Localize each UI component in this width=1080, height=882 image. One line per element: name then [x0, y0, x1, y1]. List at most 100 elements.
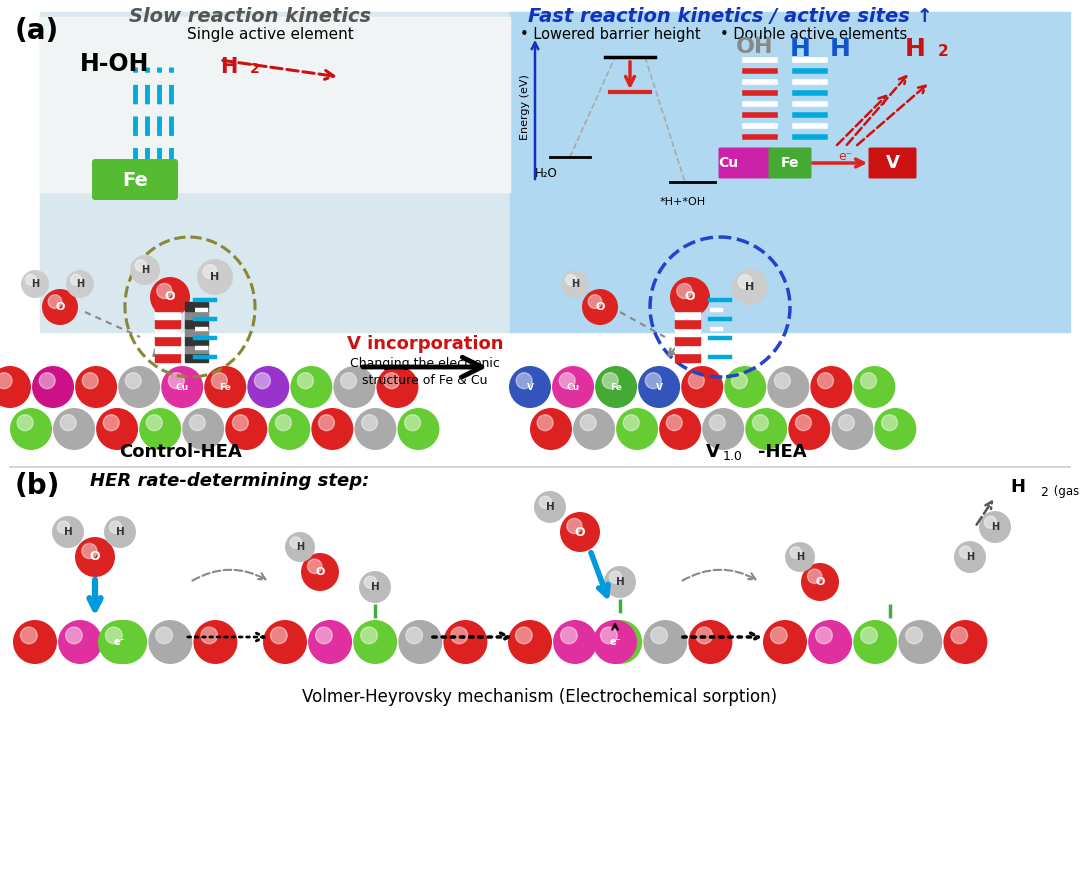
Circle shape: [82, 543, 97, 558]
Text: O: O: [164, 290, 175, 303]
Text: Fe: Fe: [781, 156, 799, 170]
Circle shape: [516, 373, 532, 389]
Circle shape: [285, 532, 315, 562]
Circle shape: [644, 620, 687, 664]
Circle shape: [774, 373, 791, 389]
Circle shape: [444, 620, 487, 664]
Circle shape: [589, 295, 602, 309]
Text: H-OH: H-OH: [80, 52, 149, 76]
Circle shape: [801, 563, 839, 601]
Circle shape: [377, 366, 418, 408]
Circle shape: [106, 627, 122, 644]
Bar: [185, 345, 208, 354]
Circle shape: [881, 415, 897, 430]
Circle shape: [76, 366, 117, 408]
Text: Energy (eV): Energy (eV): [519, 74, 530, 140]
Text: (a): (a): [15, 17, 59, 45]
Circle shape: [978, 511, 1011, 543]
Circle shape: [362, 415, 378, 430]
FancyBboxPatch shape: [718, 147, 771, 178]
Circle shape: [0, 366, 31, 408]
Circle shape: [32, 366, 75, 408]
Circle shape: [146, 415, 162, 430]
Circle shape: [670, 277, 710, 317]
Text: Fe: Fe: [610, 383, 622, 392]
Circle shape: [308, 620, 352, 664]
Circle shape: [268, 408, 310, 450]
Bar: [675, 310, 700, 319]
Text: Cu: Cu: [567, 383, 580, 392]
FancyBboxPatch shape: [769, 147, 811, 178]
Text: H: H: [796, 552, 805, 562]
Bar: [185, 319, 208, 328]
Bar: [185, 336, 208, 345]
Circle shape: [552, 366, 594, 408]
Circle shape: [71, 274, 81, 285]
Circle shape: [125, 373, 141, 389]
Text: H: H: [829, 37, 850, 61]
Circle shape: [308, 559, 322, 573]
Bar: [675, 319, 700, 328]
Text: 2: 2: [939, 44, 948, 59]
Circle shape: [770, 627, 787, 644]
Circle shape: [361, 627, 377, 644]
Circle shape: [297, 373, 313, 389]
Text: O: O: [595, 302, 605, 312]
Circle shape: [875, 408, 917, 450]
Circle shape: [762, 620, 807, 664]
Text: e⁻: e⁻: [114, 637, 126, 647]
Circle shape: [212, 373, 228, 389]
Text: H: H: [616, 577, 624, 587]
Text: O: O: [685, 290, 696, 303]
Text: Single active element: Single active element: [187, 27, 353, 42]
Circle shape: [561, 512, 600, 552]
Text: O: O: [575, 526, 585, 539]
Circle shape: [334, 366, 376, 408]
Text: • Double active elements: • Double active elements: [720, 27, 907, 42]
FancyBboxPatch shape: [868, 147, 917, 178]
Circle shape: [319, 415, 335, 430]
Text: V: V: [706, 443, 720, 461]
FancyBboxPatch shape: [92, 159, 178, 200]
Circle shape: [567, 519, 582, 534]
Text: 2: 2: [1040, 485, 1048, 498]
Circle shape: [405, 415, 420, 430]
Text: HER rate-determining step:: HER rate-determining step:: [90, 472, 369, 490]
Circle shape: [606, 627, 622, 644]
Circle shape: [10, 408, 52, 450]
Circle shape: [515, 627, 532, 644]
Circle shape: [189, 415, 205, 430]
Text: H: H: [296, 542, 305, 552]
Circle shape: [157, 283, 172, 299]
Bar: [156, 319, 180, 328]
Text: Cu: Cu: [718, 156, 738, 170]
Circle shape: [688, 373, 704, 389]
Circle shape: [832, 408, 874, 450]
Circle shape: [659, 408, 701, 450]
Circle shape: [66, 627, 82, 644]
Circle shape: [359, 571, 391, 603]
Circle shape: [255, 373, 270, 389]
Circle shape: [203, 265, 217, 279]
Circle shape: [58, 620, 103, 664]
Circle shape: [26, 274, 37, 285]
Circle shape: [954, 541, 986, 573]
Circle shape: [301, 553, 339, 591]
Bar: [675, 354, 700, 362]
Text: H: H: [1010, 478, 1025, 496]
Circle shape: [156, 627, 173, 644]
Text: O: O: [55, 302, 65, 312]
Bar: [156, 310, 180, 319]
Circle shape: [201, 627, 217, 644]
Circle shape: [861, 373, 877, 389]
Circle shape: [609, 572, 622, 583]
Text: O: O: [90, 550, 100, 564]
Text: Fe: Fe: [219, 383, 231, 392]
Circle shape: [696, 627, 713, 644]
Circle shape: [553, 620, 597, 664]
Circle shape: [745, 408, 787, 450]
Circle shape: [0, 373, 12, 389]
Circle shape: [573, 408, 615, 450]
Circle shape: [315, 627, 333, 644]
Circle shape: [66, 270, 94, 298]
